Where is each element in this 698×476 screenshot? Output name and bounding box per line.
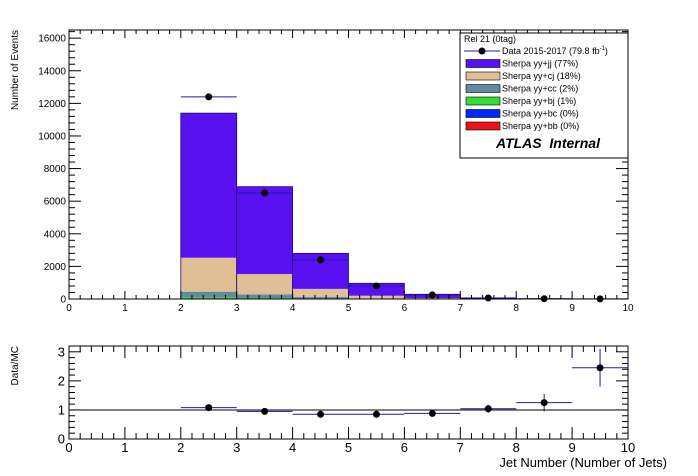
ratio-x-tick-label: 6 [401,440,408,455]
y-tick-label: 6000 [44,197,67,208]
ratio-point [372,410,380,418]
ratio-x-tick-label: 8 [513,440,520,455]
data-point [372,282,380,290]
ratio-x-tick-label: 7 [457,440,464,455]
bar-segment [236,274,293,295]
ratio-x-tick-label: 0 [65,440,72,455]
y-tick-label: 0 [60,295,66,306]
x-tick-label: 10 [622,303,634,314]
bar-segment [236,186,293,275]
data-point [317,256,325,264]
legend-swatch [465,59,501,68]
main-plot-panel: 0 1 2 3 4 5 6 7 8 9 10 0 2000 4000 6000 8000 10000 12000 1… [10,29,634,314]
bar-segment [180,257,237,292]
x-tick-label: 8 [513,303,519,314]
ratio-plot-frame [68,345,629,440]
x-tick-label: 4 [290,303,296,314]
legend-header: Rel 21 (0tag) [464,34,516,44]
data-point [205,93,213,101]
bar-segment [236,294,293,299]
ratio-point [428,409,436,417]
bar-segment [180,291,237,298]
legend-data-label: Data 2015-2017 (79.8 fb-1) [502,46,608,56]
ratio-x-tick-label: 3 [233,440,240,455]
ratio-plot-panel: 0 1 2 3 4 5 6 7 8 9 10 0 1 2 3 Data/MC Jet Number (Num… [10,344,667,470]
ratio-y-tick-label: 3 [58,344,65,359]
legend-label: Sherpa yy+cj (18%) [502,71,581,81]
legend-swatch [465,96,501,106]
data-point [428,291,436,299]
x-tick-label: 0 [66,303,72,314]
ratio-point [205,404,213,412]
x-tick-label: 2 [178,303,184,314]
legend-swatch [465,109,501,118]
ratio-x-tick-label: 2 [177,440,184,455]
bar-segment [292,288,349,298]
y-tick-label: 16000 [38,34,66,45]
y-tick-label: 12000 [38,99,66,110]
data-point [484,294,492,302]
ratio-points [180,348,628,418]
ratio-x-tick-label: 4 [289,440,296,455]
ratio-plot-axes: 0 1 2 3 4 5 6 7 8 9 10 0 1 2 3 [58,344,635,455]
main-plot-y-axis-label: Number of Events [10,30,21,110]
ratio-x-tick-label: 9 [568,440,575,455]
x-tick-label: 5 [346,303,352,314]
legend-label: Sherpa yy+cc (2%) [502,84,578,94]
legend-box [459,32,629,159]
x-tick-label: 7 [458,303,464,314]
y-tick-label: 10000 [38,131,66,142]
ratio-x-tick-label: 10 [621,440,635,455]
ratio-y-tick-label: 0 [58,432,65,447]
legend-mc-entries: Sherpa yy+jj (77%) Sherpa yy+cj (18%) Sher… [465,59,581,131]
legend-label: Sherpa yy+bj (1%) [502,96,576,106]
ratio-point [261,407,269,415]
legend-swatch [465,84,501,93]
ratio-y-tick-label: 2 [58,373,65,388]
ratio-point [317,410,325,418]
bar-segment [348,295,405,299]
y-tick-label: 8000 [44,164,67,175]
legend: Rel 21 (0tag) Data 2015-2017 (79.8 fb-1)… [459,32,629,159]
atlas-internal-label: ATLAS Internal [495,135,601,151]
x-axis-label: Jet Number (Number of Jets) [499,455,667,470]
ratio-point [484,405,492,413]
legend-label: Sherpa yy+jj (77%) [502,59,578,69]
legend-entry-data: Data 2015-2017 (79.8 fb-1) [464,46,608,56]
x-tick-label: 3 [234,303,240,314]
ratio-point [596,364,604,372]
x-tick-label: 6 [402,303,408,314]
legend-data-marker [478,47,486,55]
y-tick-label: 2000 [44,262,67,273]
x-tick-label: 1 [122,303,128,314]
legend-label: Sherpa yy+bb (0%) [502,121,579,131]
legend-swatch [465,121,501,131]
y-tick-label: 4000 [44,229,67,240]
data-point [261,189,269,197]
bar-segment [292,297,349,299]
ratio-x-tick-label: 1 [121,440,128,455]
ratio-plot-y-axis-label: Data/MC [10,346,21,385]
bar-segment [180,297,237,299]
ratio-x-tick-label: 5 [345,440,352,455]
ratio-y-tick-label: 1 [58,402,65,417]
bar-segment [180,113,237,258]
legend-label: Sherpa yy+bc (0%) [502,109,579,119]
y-tick-label: 14000 [38,66,66,77]
x-tick-label: 9 [569,303,575,314]
ratio-point [540,399,548,407]
legend-swatch [465,71,501,81]
